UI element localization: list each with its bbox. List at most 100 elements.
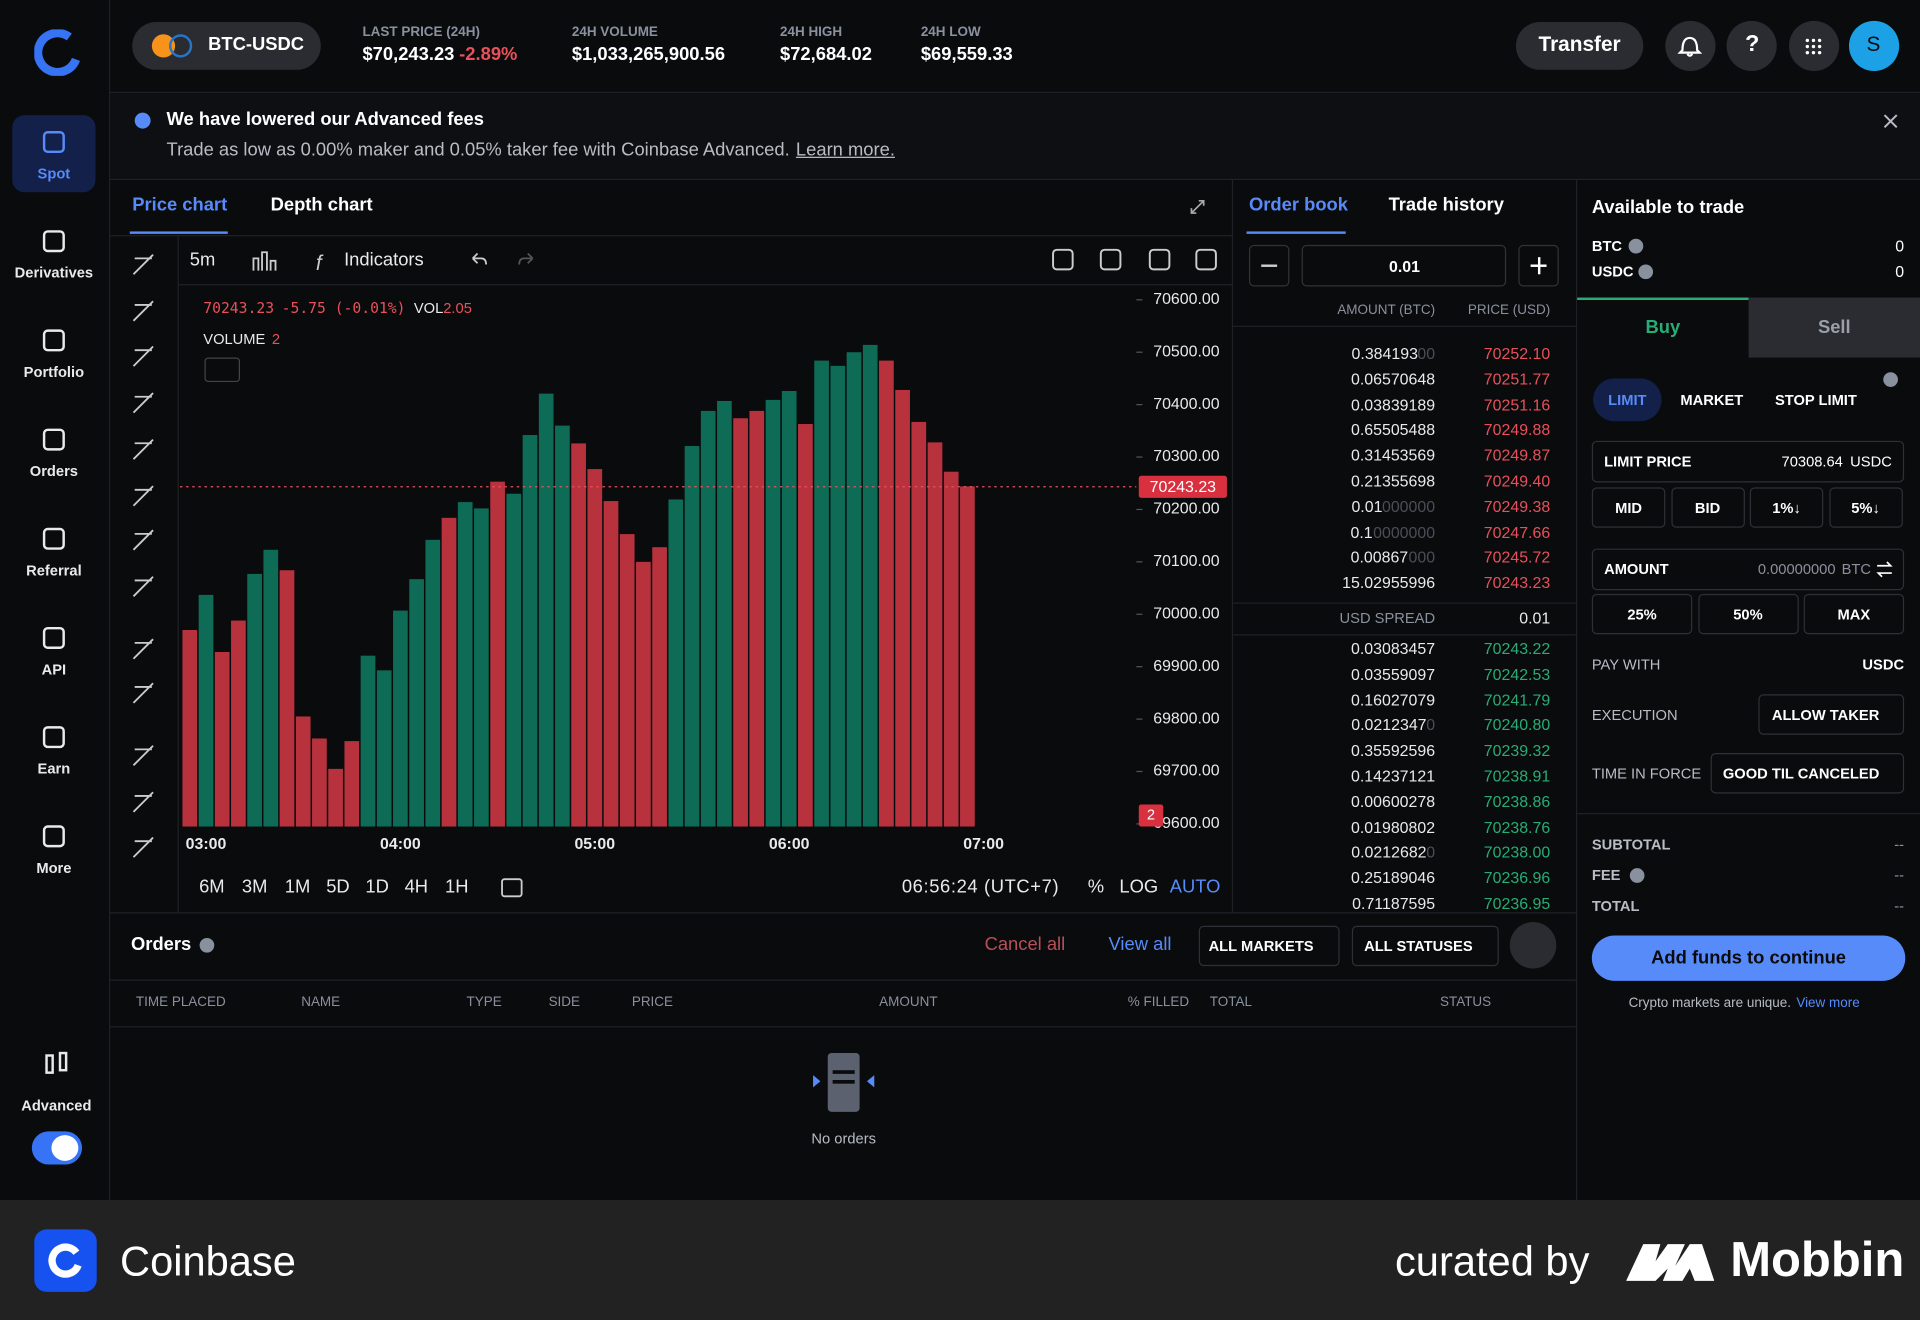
drawing-tool-icon: [132, 392, 154, 414]
header-icon-button[interactable]: [1665, 20, 1716, 72]
amount-button[interactable]: [1591, 593, 1693, 635]
avatar[interactable]: [1848, 20, 1900, 72]
trade-history-tab[interactable]: Trade history: [1388, 194, 1504, 216]
y-tick-label: 70500.00: [1153, 343, 1219, 360]
price-button-label[interactable]: 5%↓: [1851, 499, 1880, 517]
bar: [895, 389, 910, 827]
bar: [765, 399, 781, 827]
time-in-force-value[interactable]: GOOD TIL CANCELED: [1722, 765, 1880, 783]
balance-amount: 0: [1895, 262, 1905, 281]
price-button-label[interactable]: MID: [1615, 499, 1643, 517]
bar: [328, 768, 343, 827]
ob-amount: 0.65505488: [1350, 420, 1436, 440]
amount-button[interactable]: [1697, 593, 1799, 635]
orders-column: TOTAL: [1209, 994, 1252, 1010]
legend-volume-value: 2: [271, 330, 281, 348]
amount-button-label[interactable]: 50%: [1733, 605, 1763, 624]
range-button[interactable]: 4H: [404, 876, 429, 898]
header-icon-button[interactable]: [1726, 20, 1777, 72]
cta-label[interactable]: Add funds to continue: [1651, 947, 1847, 969]
orders-collapse[interactable]: [1509, 922, 1557, 969]
avatar-initial: S: [1866, 32, 1881, 57]
range-button[interactable]: 3M: [241, 876, 268, 898]
chart-tab[interactable]: Price chart: [132, 194, 228, 216]
ob-spread: 0.01: [1519, 608, 1551, 628]
price-button[interactable]: [1749, 487, 1824, 528]
amount-button-label[interactable]: MAX: [1837, 605, 1871, 624]
transfer-label[interactable]: Transfer: [1538, 32, 1621, 57]
footnote-link[interactable]: View more: [1796, 996, 1860, 1011]
bar: [522, 435, 538, 827]
sell-tab[interactable]: [1748, 297, 1920, 358]
cancel-all[interactable]: Cancel all: [984, 934, 1066, 956]
price-button-label[interactable]: BID: [1694, 499, 1721, 517]
order-book-tab-underline: [1246, 231, 1346, 234]
amount-button-label[interactable]: 25%: [1627, 605, 1657, 624]
order-type[interactable]: MARKET: [1680, 391, 1744, 409]
interval-button[interactable]: 5m: [189, 249, 216, 271]
transfer-button[interactable]: [1515, 22, 1644, 70]
buy-tab[interactable]: [1577, 297, 1749, 358]
range-button[interactable]: 1D: [365, 876, 389, 898]
ob-amount: 0.16027079: [1350, 690, 1436, 709]
execution-select[interactable]: [1758, 694, 1905, 735]
price-button[interactable]: [1670, 487, 1745, 528]
chart-tab[interactable]: Depth chart: [270, 194, 373, 216]
balance-amount: 0: [1895, 236, 1905, 255]
legend-collapse[interactable]: [204, 357, 241, 383]
range-button[interactable]: 1H: [444, 876, 469, 898]
nav-item[interactable]: Orders: [29, 462, 78, 480]
summary-label: SUBTOTAL: [1591, 836, 1671, 854]
orders-column: PRICE: [631, 994, 674, 1010]
ob-plus[interactable]: [1518, 244, 1559, 287]
nav-item[interactable]: Referral: [26, 561, 82, 579]
limit-price-field[interactable]: [1591, 440, 1905, 483]
buy-tab-label[interactable]: Buy: [1645, 317, 1681, 338]
execution-value[interactable]: ALLOW TAKER: [1771, 706, 1880, 724]
price-button[interactable]: [1828, 487, 1903, 528]
nav-icon: [42, 527, 65, 550]
markets-filter[interactable]: [1198, 925, 1340, 967]
ob-amount-header: AMOUNT (BTC): [1337, 302, 1436, 318]
order-type[interactable]: LIMIT: [1608, 391, 1647, 409]
help-icon[interactable]: ?: [1745, 31, 1760, 58]
nav-item[interactable]: Spot: [37, 165, 71, 183]
price-button-label[interactable]: 1%↓: [1772, 499, 1801, 517]
footer-brand: Coinbase: [120, 1238, 296, 1286]
log-toggle[interactable]: LOG: [1119, 876, 1159, 898]
ob-minus[interactable]: [1248, 244, 1290, 287]
order-type[interactable]: STOP LIMIT: [1774, 391, 1857, 409]
sell-tab-label[interactable]: Sell: [1817, 317, 1851, 338]
amount-field[interactable]: [1591, 548, 1905, 591]
indicators-button[interactable]: Indicators: [344, 249, 424, 271]
nav-item[interactable]: Earn: [37, 760, 71, 778]
order-book-tab[interactable]: Order book: [1248, 194, 1348, 216]
ob-price: 70251.16: [1483, 395, 1551, 414]
empty-orders-icon: [813, 1053, 875, 1112]
statuses-filter[interactable]: [1351, 925, 1499, 967]
banner-link[interactable]: Learn more.: [795, 139, 895, 161]
range-button[interactable]: 5D: [326, 876, 350, 898]
percent-toggle[interactable]: %: [1087, 876, 1105, 898]
markets-filter-label[interactable]: ALL MARKETS: [1208, 937, 1314, 955]
orders-title: Orders: [131, 934, 192, 956]
price-button[interactable]: [1591, 487, 1666, 528]
amount-button[interactable]: [1803, 593, 1905, 635]
statuses-filter-label[interactable]: ALL STATUSES: [1364, 937, 1473, 955]
nav-item[interactable]: API: [41, 660, 67, 679]
pay-with-value: USDC: [1862, 656, 1905, 674]
auto-toggle[interactable]: AUTO: [1169, 876, 1221, 898]
footnote: Crypto markets are unique.: [1628, 996, 1792, 1011]
nav-item[interactable]: Derivatives: [14, 264, 94, 282]
summary-value: --: [1894, 897, 1905, 915]
cta-button[interactable]: [1591, 935, 1906, 981]
view-all[interactable]: View all: [1108, 934, 1172, 956]
drawing-tool-icon: [132, 300, 154, 322]
range-button[interactable]: 1M: [284, 876, 311, 898]
footer-logo-mark: [48, 1243, 83, 1278]
range-button[interactable]: 6M: [199, 876, 225, 898]
nav-item[interactable]: More: [36, 859, 72, 877]
bar: [555, 425, 570, 827]
time-in-force-select[interactable]: [1710, 753, 1905, 794]
nav-item[interactable]: Portfolio: [23, 363, 85, 381]
